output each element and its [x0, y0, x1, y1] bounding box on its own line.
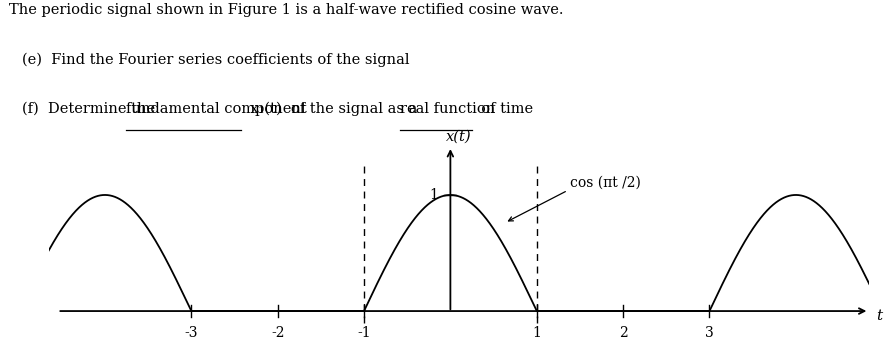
- Text: cos (πt /2): cos (πt /2): [569, 175, 640, 189]
- Text: The periodic signal shown in Figure 1 is a half-wave rectified cosine wave.: The periodic signal shown in Figure 1 is…: [9, 3, 563, 17]
- Text: 1: 1: [429, 188, 438, 202]
- Text: 1: 1: [532, 326, 540, 340]
- Text: -2: -2: [270, 326, 284, 340]
- Text: (f)  Determine the: (f) Determine the: [22, 102, 159, 116]
- Text: real function: real function: [400, 102, 495, 116]
- Text: t: t: [875, 309, 882, 323]
- Text: of time: of time: [471, 102, 532, 116]
- Text: -1: -1: [357, 326, 370, 340]
- Text: 3: 3: [704, 326, 713, 340]
- Text: x(t): x(t): [446, 130, 471, 144]
- Text: (e)  Find the Fourier series coefficients of the signal: (e) Find the Fourier series coefficients…: [22, 53, 409, 67]
- Text: fundamental component: fundamental component: [126, 102, 307, 116]
- Text: x₁(t)  of the signal as a: x₁(t) of the signal as a: [241, 102, 426, 116]
- Text: 2: 2: [618, 326, 626, 340]
- Text: -3: -3: [184, 326, 198, 340]
